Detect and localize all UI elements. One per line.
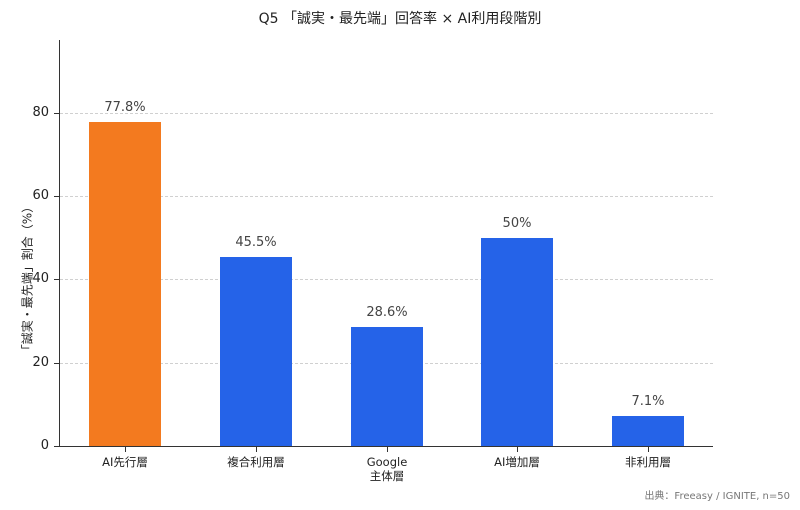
- x-tick-mark: [517, 447, 518, 452]
- y-tick-mark: [54, 446, 59, 447]
- y-tick-mark: [54, 363, 59, 364]
- y-tick-label: 0: [40, 438, 49, 453]
- gridline: [60, 196, 713, 197]
- x-tick-label: 複合利用層: [227, 455, 285, 469]
- chart-title: Q5 「誠実・最先端」回答率 × AI利用段階別: [258, 11, 542, 27]
- x-tick-label: AI先行層: [102, 455, 148, 469]
- x-tick-label: Google 主体層: [366, 455, 408, 483]
- bar-value-label: 28.6%: [366, 304, 408, 320]
- gridline: [60, 279, 713, 280]
- bar: [220, 256, 292, 446]
- x-tick-label: 非利用層: [625, 455, 671, 469]
- x-axis-line: [59, 446, 713, 448]
- bar: [481, 237, 553, 446]
- x-tick-mark: [256, 447, 257, 452]
- y-tick-mark: [54, 196, 59, 197]
- bar-value-label: 50%: [502, 215, 532, 231]
- bar-value-label: 77.8%: [104, 100, 146, 116]
- gridline: [60, 113, 713, 114]
- y-tick-mark: [54, 279, 59, 280]
- x-tick-mark: [387, 447, 388, 452]
- x-tick-mark: [125, 447, 126, 452]
- bar: [351, 326, 423, 446]
- bar-value-label: 7.1%: [631, 394, 665, 410]
- bar-value-label: 45.5%: [235, 234, 277, 250]
- bar: [612, 416, 684, 446]
- x-tick-mark: [648, 447, 649, 452]
- y-axis-line: [59, 40, 61, 447]
- y-tick-label: 60: [32, 188, 49, 203]
- y-tick-label: 40: [32, 271, 49, 286]
- y-tick-label: 80: [32, 105, 49, 120]
- bar: [89, 122, 161, 446]
- y-tick-mark: [54, 113, 59, 114]
- y-axis-label: 「誠実・最先端」割合（%）: [20, 200, 35, 357]
- y-tick-label: 20: [32, 355, 49, 370]
- source-note: 出典：Freeasy / IGNITE, n=50: [644, 491, 790, 502]
- x-tick-label: AI増加層: [494, 455, 540, 469]
